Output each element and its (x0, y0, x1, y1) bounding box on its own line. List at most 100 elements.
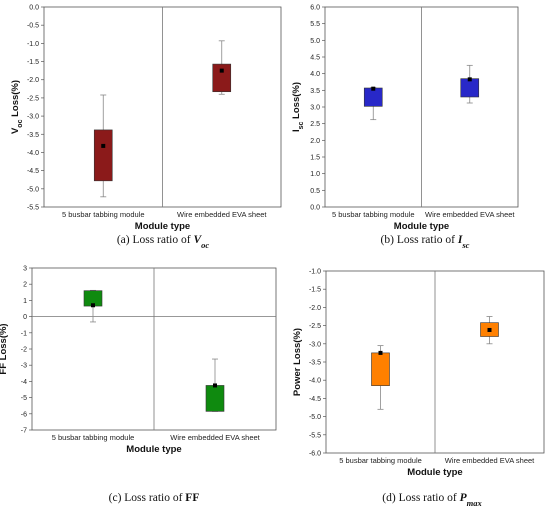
y-axis-label-main: Power Loss(%) (292, 328, 303, 396)
y-tick-label: -4.0 (27, 150, 39, 157)
category-label: Wire embedded EVA sheet (177, 210, 267, 219)
category-label: Wire embedded EVA sheet (170, 433, 260, 442)
chart-panel-c: 3 2 1 0 -1 -2 -3 -4 -5 -6 -7 5 busbar tabbing modul… (0, 266, 277, 504)
caption-prefix: (b) (381, 234, 395, 246)
caption-symbol: FF (185, 492, 199, 504)
y-tick-label: 0.0 (29, 5, 39, 12)
y-tick-label: -5.5 (309, 432, 321, 439)
y-axis-label-rest: Loss(%) (10, 80, 21, 120)
mean-marker (487, 327, 492, 332)
caption-symbol: V (193, 234, 202, 246)
caption-symbol: P (460, 492, 468, 504)
panel-caption: (b) Loss ratio of Isc (381, 234, 470, 250)
y-tick-label: -5 (21, 395, 27, 402)
y-tick-label: 3 (23, 266, 27, 273)
caption-prefix: (a) (117, 234, 130, 246)
y-tick-label: 1.5 (310, 155, 320, 162)
caption-text: Loss ratio of (130, 234, 194, 246)
category-label: 5 busbar tabbing module (62, 210, 145, 219)
y-tick-label: -2.5 (309, 323, 321, 330)
box-1 (363, 87, 383, 107)
category-label: Wire embedded EVA sheet (445, 456, 535, 465)
y-axis-label-main: FF Loss(%) (0, 323, 9, 374)
y-tick-label: 5.0 (310, 38, 320, 45)
y-tick-label: 6.0 (310, 5, 320, 12)
y-tick-label: -5.0 (27, 186, 39, 193)
y-axis-label: Voc Loss(%) (10, 80, 24, 134)
mean-marker (378, 350, 383, 355)
mean-marker (91, 303, 95, 308)
y-tick-label: -3.0 (27, 114, 39, 121)
caption-subscript: oc (201, 240, 209, 250)
y-tick-label: -4.0 (309, 378, 321, 385)
y-tick-label: 1 (23, 298, 27, 305)
y-axis-label: Power Loss(%) (292, 328, 303, 396)
caption-subscript: max (467, 498, 483, 508)
y-tick-label: -7 (21, 428, 27, 435)
y-tick-label: -5.0 (309, 414, 321, 421)
y-tick-label: -6.0 (309, 451, 321, 458)
category-label: 5 busbar tabbing module (339, 456, 422, 465)
y-tick-label: -1.0 (27, 41, 39, 48)
y-axis-label-sub: sc (298, 121, 305, 129)
y-tick-label: 2 (23, 282, 27, 289)
x-axis-label: Module type (126, 444, 181, 455)
y-tick-label: 4.5 (310, 55, 320, 62)
box-2 (460, 78, 480, 98)
y-tick-label: -3.5 (27, 132, 39, 139)
y-tick-label: -4.5 (27, 168, 39, 175)
y-tick-label: 1.0 (310, 171, 320, 178)
caption-symbol: I (457, 234, 463, 246)
caption-prefix: (d) (382, 492, 396, 504)
y-axis-label-rest: Loss(%) (291, 82, 302, 122)
y-tick-label: -1.5 (309, 287, 321, 294)
caption-prefix: (c) (109, 492, 122, 504)
mean-marker (219, 68, 224, 73)
y-axis-label: Isc Loss(%) (291, 82, 305, 132)
y-tick-label: -2.5 (27, 95, 39, 102)
chart-panel-b: 0.0 0.5 1.0 1.5 2.0 2.5 3.0 3.5 4.0 4.5 5.0 5.5 6.0 5… (291, 5, 519, 250)
y-tick-label: -3 (21, 363, 27, 370)
caption-text: Loss ratio of (396, 492, 460, 504)
box-2 (205, 385, 225, 412)
y-tick-label: -1 (21, 330, 27, 337)
y-tick-label: -1.0 (309, 269, 321, 276)
y-tick-label: 0.5 (310, 188, 320, 195)
y-tick-label: -2.0 (309, 305, 321, 312)
y-tick-label: -0.5 (27, 23, 39, 30)
mean-marker (371, 86, 376, 91)
y-tick-label: -2.0 (27, 77, 39, 84)
caption-text: Loss ratio of (394, 234, 458, 246)
y-tick-label: 4.0 (310, 71, 320, 78)
mean-marker (213, 383, 217, 388)
y-tick-label: 0 (23, 314, 27, 321)
y-tick-label: 5.5 (310, 21, 320, 28)
y-axis-label-main: V (10, 127, 21, 134)
y-tick-label: 0.0 (310, 205, 320, 212)
y-tick-label: 2.0 (310, 138, 320, 145)
panel-caption: (a) Loss ratio of Voc (117, 234, 210, 250)
caption-text: Loss ratio of (121, 492, 185, 504)
box-2 (212, 63, 232, 93)
y-tick-label: 3.5 (310, 88, 320, 95)
x-axis-label: Module type (394, 221, 449, 232)
y-tick-label: -6 (21, 411, 27, 418)
mean-marker (467, 77, 472, 82)
y-tick-label: -4.5 (309, 396, 321, 403)
y-tick-label: -4 (21, 379, 27, 386)
y-axis-label: FF Loss(%) (0, 323, 9, 374)
panel-caption: (d) Loss ratio of Pmax (382, 492, 482, 508)
x-axis-label: Module type (407, 467, 462, 478)
y-tick-label: -3.0 (309, 341, 321, 348)
x-axis-label: Module type (135, 221, 190, 232)
caption-subscript: sc (461, 240, 469, 250)
box-1 (93, 129, 113, 182)
y-tick-label: -5.5 (27, 205, 39, 212)
y-tick-label: -1.5 (27, 59, 39, 66)
chart-panel-d: -1.0 -1.5 -2.0 -2.5 -3.0 -3.5 -4.0 -4.5 -5.0 -5.5… (292, 269, 545, 508)
mean-marker (101, 143, 106, 148)
chart-panel-a: 0.0 -0.5 -1.0 -1.5 -2.0 -2.5 -3.0 -3.5 -4.0 -4.5 -… (10, 5, 282, 250)
y-axis-label-main: I (291, 129, 302, 132)
y-tick-label: 2.5 (310, 121, 320, 128)
